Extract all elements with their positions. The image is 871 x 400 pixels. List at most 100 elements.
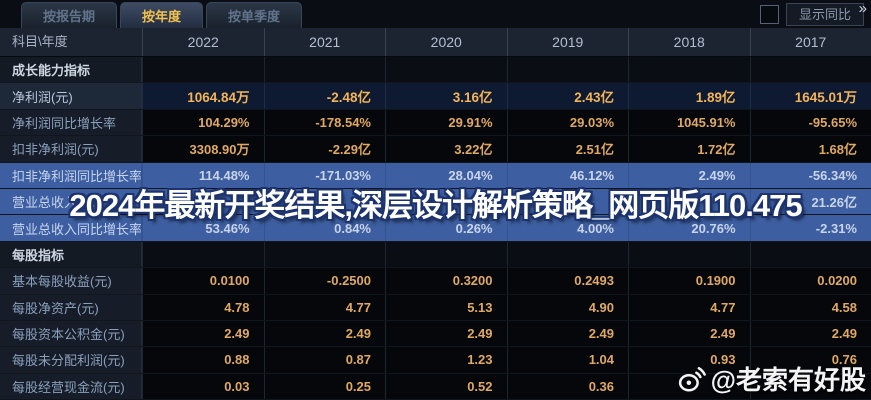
tab-by-single-quarter[interactable]: 按单季度	[206, 2, 303, 28]
cell-value: 1.04	[506, 347, 628, 373]
tab-by-year[interactable]: 按年度	[120, 2, 204, 28]
cell-value: 4.90	[506, 294, 628, 320]
cell-value: 29.91%	[385, 109, 507, 136]
cell-value: 1.23	[385, 347, 507, 373]
cell-value	[506, 188, 628, 215]
row-label: 每股净资产(元)	[0, 294, 142, 320]
cell-value: -95.65%	[749, 109, 871, 136]
cell-value: -56.34%	[749, 162, 871, 188]
empty-cell	[263, 57, 385, 83]
row-label: 每股经营现金流(元)	[0, 373, 142, 400]
column-header-2018: 2018	[628, 28, 750, 56]
column-header-2021: 2021	[263, 28, 386, 56]
row-label: 净利润同比增长率	[0, 109, 142, 136]
cell-value	[628, 188, 750, 215]
more-years-arrow-icon[interactable]: »	[858, 0, 867, 17]
table-row-deducted-net-profit-yoy[interactable]: 扣非净利润同比增长率 114.48% -171.03% 28.04% 46.12…	[0, 162, 871, 189]
cell-value	[263, 188, 385, 215]
corner-label: 科目\年度	[12, 34, 68, 49]
cell-value: -0.2500	[263, 268, 385, 294]
cell-value: 0.87	[263, 347, 385, 373]
cell-value	[749, 373, 871, 400]
cell-value: 0.26%	[385, 215, 507, 241]
row-label: 净利润(元)	[0, 83, 142, 109]
cell-value: 3.22亿	[385, 136, 507, 162]
cell-value: 0.84%	[263, 215, 385, 241]
empty-cell	[749, 241, 871, 268]
table-row-undistributed-profit-per-share[interactable]: 每股未分配利润(元) 0.88 0.87 1.23 1.04 0.93 0.76	[0, 347, 871, 374]
column-header-2020: 2020	[385, 28, 507, 56]
cell-value: 0.3200	[385, 268, 507, 294]
column-header-2017: 2017	[749, 28, 871, 56]
table-row-deducted-net-profit[interactable]: 扣非净利润(元) 3308.90万 -2.29亿 3.22亿 2.51亿 1.7…	[0, 136, 871, 163]
empty-cell	[628, 57, 750, 83]
column-header-2019: 2019	[506, 28, 629, 56]
cell-value: 1064.84万	[142, 83, 264, 109]
cell-value: 1045.91%	[628, 109, 750, 136]
table-row-capital-reserve-per-share[interactable]: 每股资本公积金(元) 2.49 2.49 2.49 2.49 2.49 2.49	[0, 320, 871, 348]
cell-value: 0.25	[263, 373, 385, 400]
cell-value: 114.48%	[142, 162, 264, 188]
empty-cell	[263, 241, 385, 268]
cell-value: 2.49	[628, 320, 750, 347]
table-row-operating-cashflow-per-share[interactable]: 每股经营现金流(元) 0.03 0.25 0.52 0.36	[0, 373, 871, 400]
cell-value: 1645.01万	[749, 83, 871, 109]
show-yoy-button[interactable]: 显示同比	[785, 3, 864, 26]
yoy-controls: 显示同比	[759, 3, 864, 26]
show-yoy-checkbox[interactable]	[759, 5, 779, 24]
table-row-net-profit[interactable]: 净利润(元) 1064.84万 -2.48亿 3.16亿 2.43亿 1.89亿…	[0, 83, 871, 110]
empty-cell	[385, 241, 507, 268]
cell-value: 2.51亿	[506, 136, 628, 162]
cell-value: 0.1900	[628, 268, 750, 294]
cell-value: 3308.90万	[142, 136, 264, 162]
empty-cell	[749, 57, 871, 83]
empty-cell	[628, 241, 750, 268]
cell-value: 104.29%	[142, 109, 264, 136]
table-row-net-profit-yoy[interactable]: 净利润同比增长率 104.29% -178.54% 29.91% 29.03% …	[0, 109, 871, 137]
credit-watermark: @老索有好股	[677, 360, 866, 397]
cell-value: 21.26亿	[749, 188, 871, 215]
cell-value: 2.49	[263, 320, 385, 347]
cell-value: 1.89亿	[628, 83, 750, 109]
cell-value: 2.49	[142, 320, 264, 347]
section-row-per-share: 每股指标	[0, 241, 871, 269]
cell-value: 1.68亿	[749, 136, 871, 162]
cell-value: 0.0100	[142, 268, 264, 294]
table-header-row: 科目\年度 2022 2021 2020 2019 2018 2017 »	[0, 0, 871, 57]
cell-value: 2.43亿	[506, 83, 628, 109]
cell-value: -171.03%	[263, 162, 385, 188]
table-row-total-revenue[interactable]: 营业总收入(元) 21.26亿	[0, 188, 871, 216]
cell-value: 1.72亿	[628, 136, 750, 162]
cell-value: 53.46%	[142, 215, 264, 241]
cell-value: 46.12%	[506, 162, 628, 188]
tab-by-report-period[interactable]: 按报告期	[21, 2, 118, 28]
empty-cell	[506, 57, 628, 83]
period-tabbar: 按报告期 按年度 按单季度 显示同比	[0, 0, 871, 28]
empty-cell	[142, 57, 264, 83]
cell-value: 29.03%	[506, 109, 628, 136]
cell-value: 0.93	[628, 347, 750, 373]
weibo-logo-icon	[678, 366, 706, 391]
empty-cell	[385, 57, 507, 83]
cell-value: 0.76	[749, 347, 871, 373]
row-label: 每股未分配利润(元)	[0, 347, 142, 373]
section-row-growth: 成长能力指标	[0, 57, 871, 84]
cell-value: 2.49%	[628, 162, 750, 188]
cell-value: 0.52	[385, 373, 507, 400]
table-row-total-revenue-yoy[interactable]: 营业总收入同比增长率 53.46% 0.84% 0.26% 4.00% 20.7…	[0, 215, 871, 242]
cell-value: -2.29亿	[263, 136, 385, 162]
financial-table-body: 成长能力指标 净利润(元) 1064.84万 -2.48亿 3.16亿 2.43…	[0, 57, 871, 400]
cell-value: 2.49	[506, 320, 628, 347]
row-label: 营业总收入同比增长率	[0, 215, 142, 241]
column-header-2022: 2022	[142, 28, 264, 56]
cell-value: 0.03	[142, 373, 264, 400]
cell-value	[385, 188, 507, 215]
table-row-net-assets-per-share[interactable]: 每股净资产(元) 4.78 4.77 5.13 4.90 4.77 4.58	[0, 294, 871, 321]
cell-value: -2.31%	[749, 215, 871, 241]
row-label: 扣非净利润同比增长率	[0, 162, 142, 188]
row-label: 每股资本公积金(元)	[0, 320, 142, 347]
overlay-watermark-text: 2024年最新开奖结果,深层设计解析策略_网页版110.475	[69, 188, 802, 223]
cell-value: -178.54%	[263, 109, 385, 136]
cell-value: 2.49	[385, 320, 507, 347]
table-row-basic-eps[interactable]: 基本每股收益(元) 0.0100 -0.2500 0.3200 0.2493 0…	[0, 268, 871, 295]
